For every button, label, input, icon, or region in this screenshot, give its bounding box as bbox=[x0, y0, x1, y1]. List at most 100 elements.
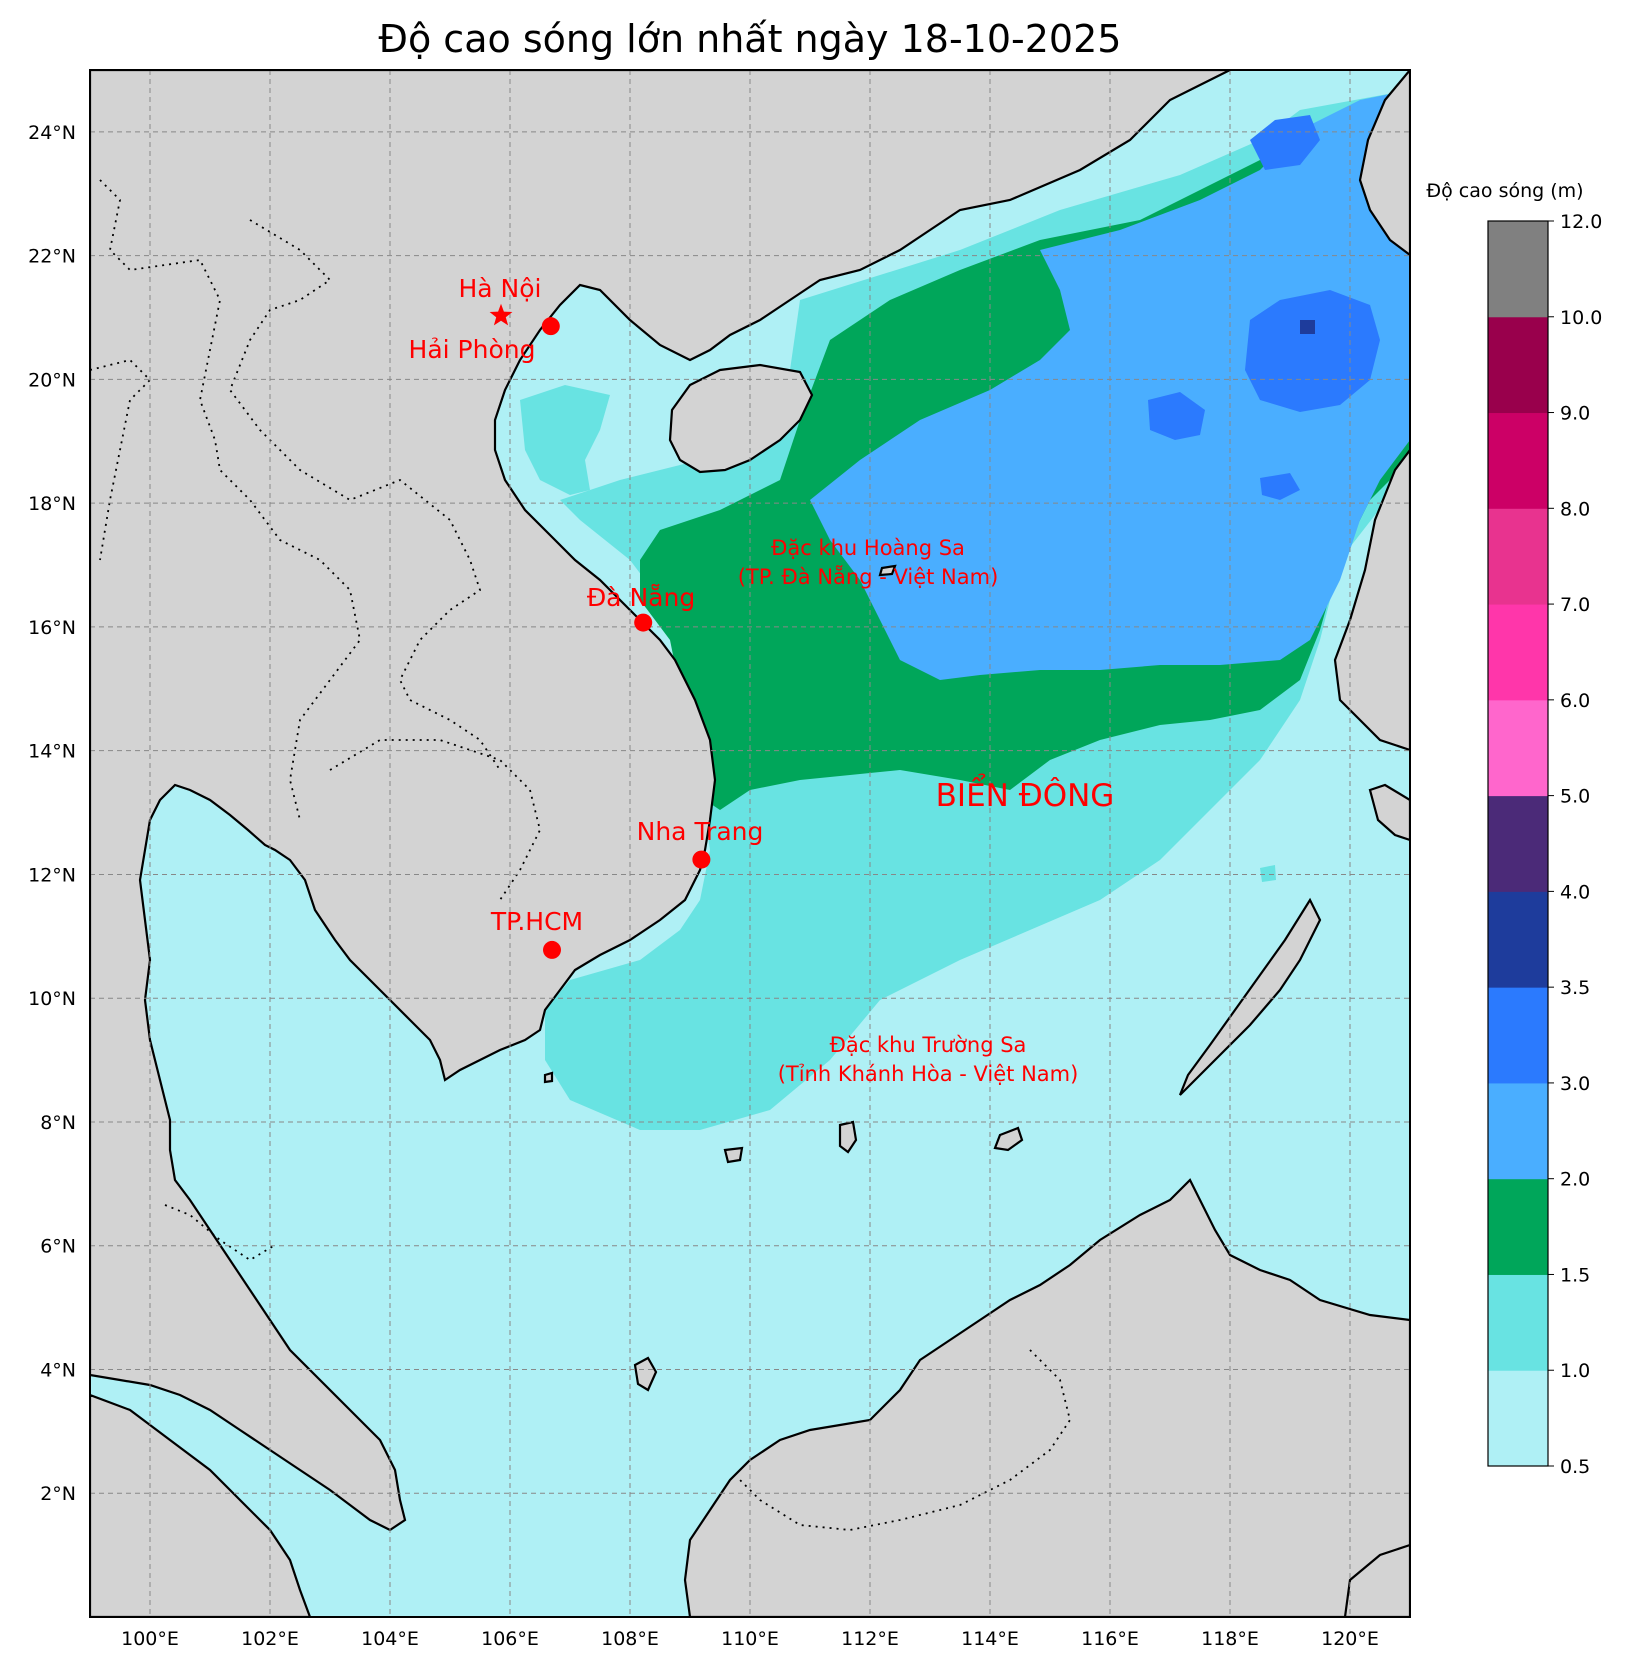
tick-label-lat: 16°N bbox=[28, 617, 76, 639]
colorbar-level-label: 6.0 bbox=[1560, 690, 1590, 712]
colorbar-swatch bbox=[1488, 987, 1548, 1084]
tick-label-lat: 2°N bbox=[40, 1483, 76, 1505]
land-hainan bbox=[668, 363, 814, 474]
tick-label-lon: 108°E bbox=[601, 1628, 659, 1650]
wave-zone-3-0-3-5-c bbox=[1260, 473, 1300, 500]
colorbar-level-label: 1.5 bbox=[1560, 1264, 1590, 1286]
tick-label-lon: 104°E bbox=[361, 1628, 419, 1650]
colorbar-swatches bbox=[1488, 221, 1548, 1467]
colorbar-swatch bbox=[1488, 508, 1548, 605]
land-taiwan bbox=[1358, 70, 1410, 257]
colorbar-level-label: 12.0 bbox=[1560, 211, 1602, 233]
tick-label-lon: 112°E bbox=[841, 1628, 899, 1650]
place-label-da-nang: Đà Nẵng bbox=[587, 583, 695, 612]
place-label-ha-noi: Hà Nội bbox=[458, 274, 541, 303]
tick-label-lon: 116°E bbox=[1081, 1628, 1139, 1650]
wave-zone-3-0-3-5-a bbox=[1245, 290, 1380, 412]
map-area: Hà Nội Hải Phòng Đà Nẵng Nha Trang TP.HC… bbox=[90, 70, 1410, 1617]
place-label-tp-hcm: TP.HCM bbox=[490, 907, 583, 936]
axis-tick-labels: 100°E 102°E 104°E 106°E 108°E 110°E 112°E 114°E… bbox=[28, 122, 1379, 1650]
country-borders bbox=[90, 179, 1071, 1531]
land-natuna-island bbox=[633, 1356, 658, 1392]
place-markers bbox=[489, 303, 711, 959]
wave-zone-3-5-4-0 bbox=[1300, 320, 1315, 334]
colorbar-level-label: 3.0 bbox=[1560, 1073, 1590, 1095]
colorbar-level-label: 1.0 bbox=[1560, 1360, 1590, 1382]
colorbar-frame bbox=[1487, 220, 1549, 1467]
wave-zone-3-0-3-5-d bbox=[1250, 115, 1320, 170]
tick-label-lat: 8°N bbox=[40, 1112, 76, 1134]
tick-label-lat: 14°N bbox=[28, 741, 76, 763]
colorbar-swatch bbox=[1488, 1370, 1548, 1467]
colorbar-labels: 0.5 1.0 1.5 2.0 3.0 3.5 4.0 5.0 6.0 7.0 8.0 9.0 10.0… bbox=[1548, 211, 1602, 1478]
land-hoang-sa-island bbox=[878, 564, 897, 577]
map-title: Độ cao sóng lớn nhất ngày 18-10-2025 bbox=[379, 17, 1122, 61]
label-hoang-sa-line2: (TP. Đà Nẵng - Việt Nam) bbox=[738, 564, 999, 589]
land-palawan bbox=[1178, 897, 1322, 1096]
colorbar-level-label: 4.0 bbox=[1560, 881, 1590, 903]
colorbar-title: Độ cao sóng (m) bbox=[1426, 180, 1583, 202]
colorbar-level-label: 8.0 bbox=[1560, 498, 1590, 520]
land-sumatra-south-tip bbox=[1343, 1543, 1410, 1617]
land-mainland-asia bbox=[90, 70, 1231, 1532]
tick-label-lon: 106°E bbox=[481, 1628, 539, 1650]
label-hoang-sa-line1: Đặc khu Hoàng Sa bbox=[771, 536, 965, 560]
place-marker-dot bbox=[541, 317, 560, 336]
label-truong-sa-line2: (Tỉnh Khánh Hòa - Việt Nam) bbox=[778, 1062, 1079, 1086]
colorbar-swatch bbox=[1488, 795, 1548, 892]
place-marker-dot bbox=[543, 940, 561, 959]
land-con-dao-island bbox=[543, 1071, 554, 1084]
border-vietnam-laos bbox=[228, 219, 501, 771]
tick-label-lat: 12°N bbox=[28, 864, 76, 886]
place-marker-star bbox=[489, 303, 513, 326]
colorbar: Độ cao sóng (m) 0.5 1.0 1.5 2.0 3.0 3.5 4.0 5.0… bbox=[1426, 180, 1602, 1478]
colorbar-swatch bbox=[1488, 316, 1548, 414]
border-borneo bbox=[739, 1349, 1071, 1531]
colorbar-level-label: 9.0 bbox=[1560, 403, 1590, 425]
colorbar-swatch bbox=[1488, 412, 1548, 509]
land-mindoro bbox=[1368, 783, 1410, 842]
place-marker-dot bbox=[692, 850, 711, 869]
colorbar-swatch bbox=[1488, 891, 1548, 988]
gridlines bbox=[90, 70, 1410, 1617]
colorbar-level-label: 2.0 bbox=[1560, 1169, 1590, 1191]
colorbar-swatch bbox=[1488, 1082, 1548, 1180]
tick-label-lat: 22°N bbox=[28, 246, 76, 268]
colorbar-swatch bbox=[1488, 1274, 1548, 1371]
colorbar-level-label: 5.0 bbox=[1560, 786, 1590, 808]
tick-label-lon: 100°E bbox=[121, 1628, 179, 1650]
wave-zone-1-0-1-5-gulf bbox=[520, 385, 610, 495]
land-truong-sa-island-a bbox=[838, 1120, 858, 1154]
colorbar-swatch bbox=[1488, 221, 1548, 318]
tick-label-lon: 114°E bbox=[961, 1628, 1019, 1650]
tick-label-lat: 4°N bbox=[40, 1359, 76, 1381]
land-truong-sa-island-b bbox=[993, 1126, 1024, 1152]
map-frame bbox=[89, 69, 1411, 1618]
land-masses bbox=[90, 70, 1410, 1617]
tick-label-lon: 118°E bbox=[1201, 1628, 1259, 1650]
colorbar-swatch bbox=[1488, 604, 1548, 701]
tick-label-lon: 102°E bbox=[241, 1628, 299, 1650]
colorbar-swatch bbox=[1488, 1178, 1548, 1275]
place-label-nha-trang: Nha Trang bbox=[637, 817, 764, 846]
colorbar-swatch bbox=[1488, 699, 1548, 797]
tick-label-lat: 6°N bbox=[40, 1236, 76, 1258]
label-bien-dong: BIỂN ĐÔNG bbox=[936, 773, 1115, 814]
tick-label-lon: 110°E bbox=[721, 1628, 779, 1650]
wave-zone-3-0-3-5-b bbox=[1148, 392, 1205, 440]
place-label-hai-phong: Hải Phòng bbox=[409, 335, 536, 364]
label-truong-sa-line1: Đặc khu Trường Sa bbox=[830, 1033, 1027, 1057]
place-labels: Hà Nội Hải Phòng Đà Nẵng Nha Trang TP.HC… bbox=[409, 274, 764, 936]
land-truong-sa-island-c bbox=[723, 1146, 744, 1164]
wave-zone-1-0-1-5-spot bbox=[1260, 865, 1276, 882]
land-borneo bbox=[683, 1178, 1410, 1617]
colorbar-level-label: 10.0 bbox=[1560, 307, 1602, 329]
tick-label-lon: 120°E bbox=[1321, 1628, 1379, 1650]
colorbar-level-label: 0.5 bbox=[1560, 1456, 1590, 1478]
place-marker-dot bbox=[634, 613, 653, 632]
tick-label-lat: 18°N bbox=[28, 493, 76, 515]
tick-label-lat: 24°N bbox=[28, 122, 76, 144]
colorbar-level-label: 3.5 bbox=[1560, 977, 1590, 999]
tick-label-lat: 10°N bbox=[28, 988, 76, 1010]
